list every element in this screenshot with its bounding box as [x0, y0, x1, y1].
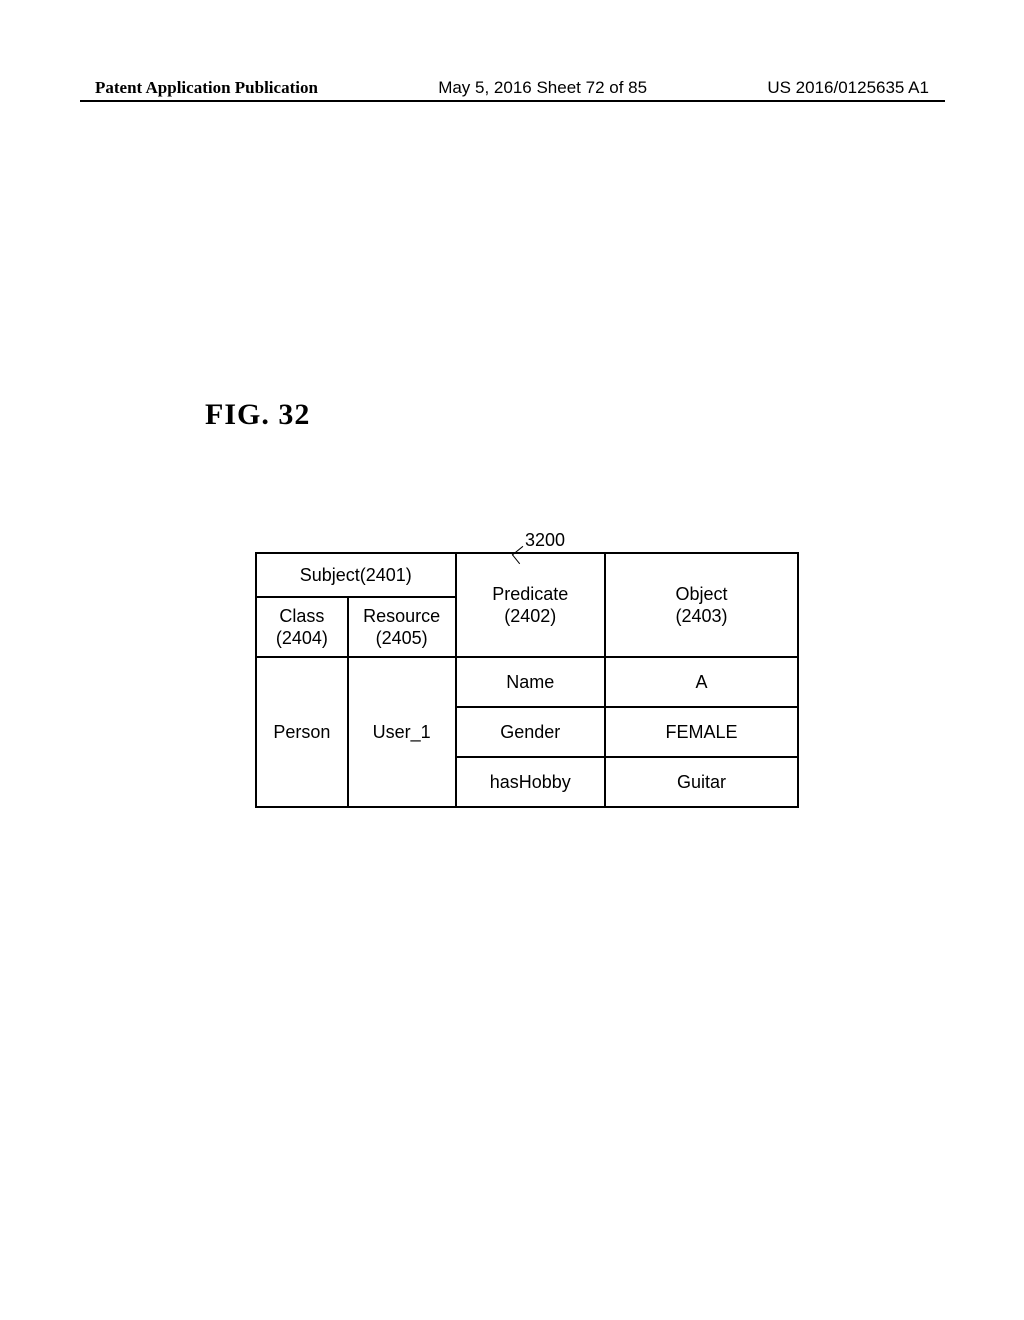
predicate-header-cell: Predicate (2402)	[456, 553, 605, 657]
predicate-cell: Name	[456, 657, 605, 707]
predicate-cell: Gender	[456, 707, 605, 757]
data-table: Subject(2401) Predicate (2402) Object (2…	[255, 552, 799, 808]
table-header-row-1: Subject(2401) Predicate (2402) Object (2…	[256, 553, 798, 597]
object-cell: A	[605, 657, 798, 707]
header-underline	[80, 100, 945, 102]
object-cell: FEMALE	[605, 707, 798, 757]
header-center-text: May 5, 2016 Sheet 72 of 85	[438, 78, 647, 98]
figure-container: 3200 Subject(2401) Predicate (2402) Obje…	[255, 552, 799, 808]
resource-value-cell: User_1	[348, 657, 456, 807]
subject-header-cell: Subject(2401)	[256, 553, 456, 597]
table-row: Person User_1 Name A	[256, 657, 798, 707]
reference-number: 3200	[525, 530, 565, 551]
class-header-line2: (2404)	[276, 628, 328, 648]
page-header: Patent Application Publication May 5, 20…	[0, 78, 1024, 98]
object-cell: Guitar	[605, 757, 798, 807]
resource-header-cell: Resource (2405)	[348, 597, 456, 657]
object-header-line1: Object	[675, 584, 727, 604]
predicate-header-line1: Predicate	[492, 584, 568, 604]
resource-header-line1: Resource	[363, 606, 440, 626]
class-value-cell: Person	[256, 657, 348, 807]
predicate-cell: hasHobby	[456, 757, 605, 807]
class-header-line1: Class	[279, 606, 324, 626]
header-left-text: Patent Application Publication	[95, 78, 318, 98]
class-header-cell: Class (2404)	[256, 597, 348, 657]
figure-label: FIG. 32	[205, 398, 310, 432]
object-header-line2: (2403)	[675, 606, 727, 626]
resource-header-line2: (2405)	[376, 628, 428, 648]
object-header-cell: Object (2403)	[605, 553, 798, 657]
predicate-header-line2: (2402)	[504, 606, 556, 626]
header-right-text: US 2016/0125635 A1	[767, 78, 929, 98]
